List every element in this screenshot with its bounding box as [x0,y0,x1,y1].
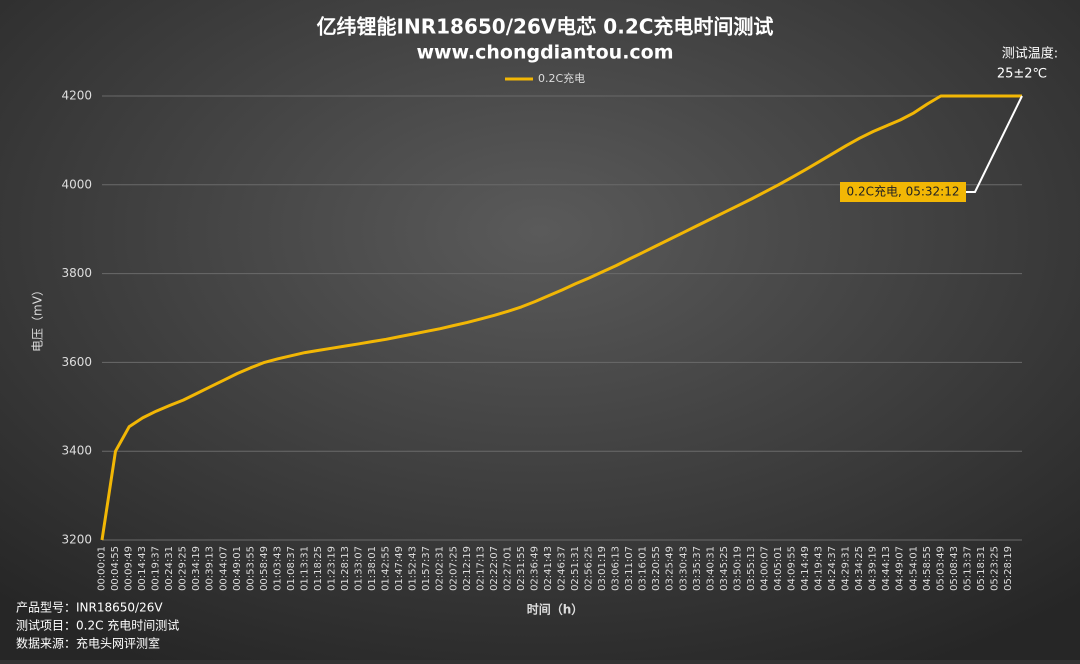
x-tick-label: 04:09:55 [787,546,798,591]
y-tick-label: 3400 [61,444,92,458]
x-tick-label: 02:56:25 [584,546,595,591]
note: 测试项目：0.2C 充电时间测试 [16,618,179,633]
annotation: 0.2C充电, 05:32:12 [847,184,960,199]
x-tick-label: 03:45:25 [719,546,730,591]
x-tick-label: 01:03:43 [272,546,283,591]
x-tick-label: 00:53:55 [245,546,256,591]
x-tick-label: 04:54:01 [908,546,919,591]
x-tick-label: 03:35:37 [692,546,703,591]
x-tick-label: 00:39:13 [205,546,216,591]
x-tick-label: 03:01:19 [597,546,608,591]
x-tick-label: 04:39:19 [868,546,879,591]
x-tick-label: 02:02:31 [435,546,446,591]
x-tick-label: 00:29:25 [178,546,189,591]
x-tick-label: 00:19:37 [151,546,162,591]
x-tick-label: 01:38:01 [367,546,378,591]
x-tick-label: 01:33:07 [354,546,365,591]
legend-label: 0.2C充电 [538,71,585,85]
x-tick-label: 04:29:31 [841,546,852,591]
x-tick-label: 03:55:13 [746,546,757,591]
x-tick-label: 00:00:01 [97,546,108,591]
x-tick-label: 05:28:19 [1003,546,1014,591]
x-tick-label: 01:57:37 [421,546,432,591]
x-tick-label: 05:13:37 [962,546,973,591]
x-tick-label: 00:09:49 [124,546,135,591]
x-tick-label: 05:23:25 [989,546,1000,591]
x-tick-label: 04:24:37 [827,546,838,591]
y-tick-label: 3200 [61,533,92,547]
x-axis-label: 时间（h） [527,602,584,617]
x-tick-label: 01:28:13 [340,546,351,591]
x-tick-label: 00:14:43 [137,546,148,591]
temperature-label: 测试温度: [1002,46,1058,62]
x-tick-label: 01:13:31 [299,546,310,591]
x-tick-label: 01:47:49 [394,546,405,591]
x-tick-label: 04:19:43 [814,546,825,591]
x-tick-label: 01:08:37 [286,546,297,591]
x-tick-label: 00:34:19 [191,546,202,591]
chart-title: 亿纬锂能INR18650/26V电芯 0.2C充电时间测试 [317,15,774,39]
x-tick-label: 03:16:01 [638,546,649,591]
x-tick-label: 01:18:25 [313,546,324,591]
x-tick-label: 04:00:07 [759,546,770,591]
x-tick-label: 02:27:01 [502,546,513,591]
y-tick-label: 4000 [61,177,92,191]
x-tick-label: 00:04:55 [110,546,121,591]
x-tick-label: 01:42:55 [381,546,392,591]
x-tick-label: 01:52:43 [408,546,419,591]
x-tick-label: 03:20:55 [651,546,662,591]
y-axis-label: 电压（mV） [31,284,45,352]
x-tick-label: 00:24:31 [164,546,175,591]
note: 产品型号：INR18650/26V [16,601,163,615]
y-tick-label: 3800 [61,266,92,280]
annotation-leader [965,95,1023,193]
y-tick-label: 4200 [61,89,92,103]
x-tick-label: 00:58:49 [259,546,270,591]
x-tick-label: 03:40:31 [705,546,716,591]
line-series [100,94,1022,541]
temperature-value: 25±2℃ [997,67,1047,82]
x-tick-label: 02:12:19 [462,546,473,591]
x-tick-label: 02:17:13 [475,546,486,591]
x-tick-label: 04:49:07 [895,546,906,591]
x-tick-label: 03:50:19 [732,546,743,591]
x-tick-label: 03:25:49 [665,546,676,591]
chart-subtitle: www.chongdiantou.com [416,42,673,64]
x-tick-label: 02:36:49 [529,546,540,591]
x-tick-label: 03:11:07 [624,546,635,591]
x-tick-label: 02:31:55 [516,546,527,591]
x-tick-label: 05:03:49 [935,546,946,591]
x-tick-label: 02:41:43 [543,546,554,591]
x-tick-label: 04:34:25 [854,546,865,591]
annotation-box [840,182,966,202]
x-tick-label: 03:30:43 [678,546,689,591]
x-tick-label: 04:44:13 [881,546,892,591]
x-tick-label: 00:49:01 [232,546,243,591]
x-tick-label: 04:05:01 [773,546,784,591]
x-tick-label: 02:51:31 [570,546,581,591]
x-tick-label: 01:23:19 [327,546,338,591]
x-tick-label: 04:14:49 [800,546,811,591]
y-tick-label: 3600 [61,355,92,369]
x-tick-label: 02:46:37 [557,546,568,591]
x-tick-label: 05:18:31 [976,546,987,591]
x-tick-label: 02:22:07 [489,546,500,591]
x-tick-label: 03:06:13 [611,546,622,591]
x-tick-label: 02:07:25 [448,546,459,591]
x-tick-label: 05:08:43 [949,546,960,591]
note: 数据来源：充电头网评测室 [16,636,160,651]
x-tick-label: 00:44:07 [218,546,229,591]
x-tick-label: 04:58:55 [922,546,933,591]
